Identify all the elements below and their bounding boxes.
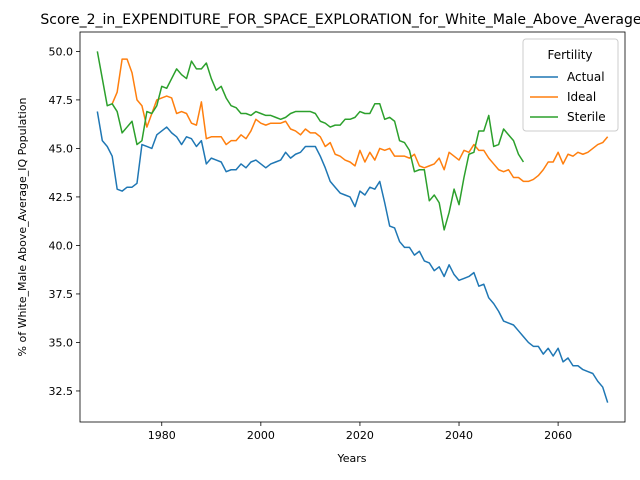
legend: Fertility Actual Ideal Sterile [522,38,619,132]
y-tick-label: 37.5 [49,288,74,301]
legend-label-ideal: Ideal [567,90,596,104]
y-tick-label: 35.0 [49,336,74,349]
y-tick-label: 40.0 [49,239,74,252]
legend-label-sterile: Sterile [567,110,606,124]
x-tick-label: 2020 [346,429,374,442]
y-tick-label: 47.5 [49,94,74,107]
y-axis: 32.5 35.0 37.5 40.0 42.5 45.0 47.5 50.0 [49,45,80,398]
x-axis: 1980 2000 2020 2040 2060 [148,422,572,442]
x-tick-label: 2040 [445,429,473,442]
plot-area [96,51,609,403]
y-tick-label: 50.0 [49,45,74,58]
x-tick-label: 2000 [247,429,275,442]
legend-items: Actual Ideal Sterile [530,70,606,124]
series-line-ideal [111,58,609,183]
series-line-actual [96,111,609,403]
legend-box [522,38,619,132]
plot-frame [79,31,626,423]
legend-label-actual: Actual [567,70,605,84]
y-tick-label: 42.5 [49,191,74,204]
x-axis-label: Years [336,452,366,465]
x-tick-label: 1980 [148,429,176,442]
x-tick-label: 2060 [544,429,572,442]
y-tick-label: 45.0 [49,142,74,155]
legend-title: Fertility [547,48,592,62]
y-tick-label: 32.5 [49,385,74,398]
chart-title: Score_2_in_EXPENDITURE_FOR_SPACE_EXPLORA… [40,12,640,28]
series-line-sterile [96,51,525,231]
y-axis-label: % of White_Male Above_Average_IQ Populat… [16,97,29,356]
